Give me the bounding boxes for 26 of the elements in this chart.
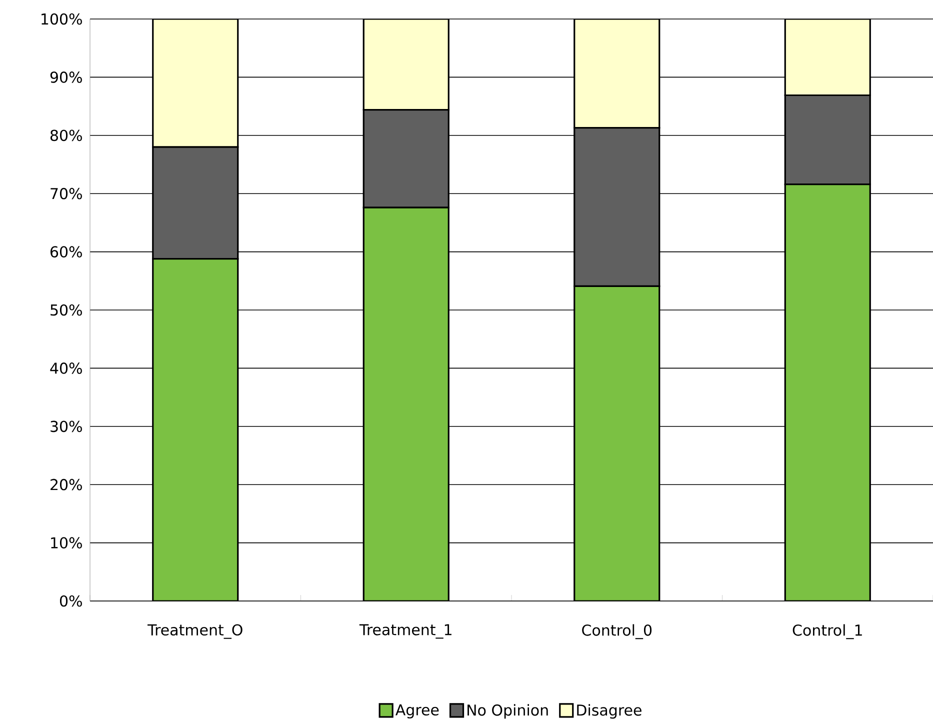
y-tick-label: 50% bbox=[50, 304, 82, 316]
bar bbox=[362, 206, 450, 602]
legend-label: Disagree bbox=[577, 704, 642, 719]
bar bbox=[784, 183, 871, 602]
x-tick-label: Treatment_1 bbox=[359, 624, 452, 639]
x-tick-label: Treatment_O bbox=[148, 624, 242, 639]
y-tick-label: 90% bbox=[50, 72, 82, 83]
x-tick-label: Control_0 bbox=[582, 624, 652, 640]
legend-label: No Opinion bbox=[468, 704, 548, 719]
bar bbox=[152, 258, 239, 602]
y-tick-label: 0% bbox=[60, 595, 82, 607]
bar bbox=[784, 18, 871, 96]
x-tick-label: Control_1 bbox=[792, 624, 862, 640]
bar bbox=[362, 18, 450, 111]
y-tick-label: 100% bbox=[42, 13, 82, 25]
y-tick-label: 80% bbox=[50, 130, 82, 142]
y-tick-label: 10% bbox=[51, 537, 82, 548]
legend-label: Agree bbox=[395, 704, 439, 718]
y-tick-label: 30% bbox=[50, 420, 82, 432]
bar bbox=[574, 285, 660, 602]
bar bbox=[152, 18, 239, 148]
y-tick-label: 40% bbox=[50, 362, 82, 374]
y-tick-label: 20% bbox=[50, 478, 82, 490]
bar bbox=[574, 18, 660, 129]
y-tick-label: 60% bbox=[50, 246, 82, 258]
y-tick-label: 70% bbox=[50, 188, 82, 200]
